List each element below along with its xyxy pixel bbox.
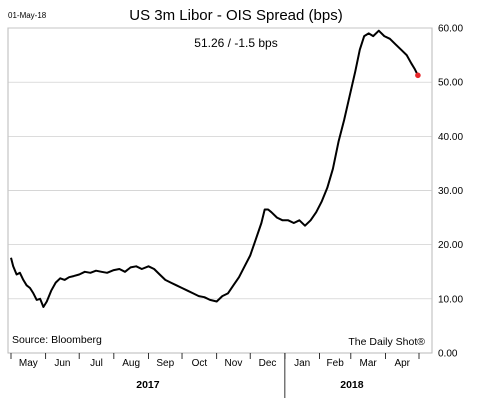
y-axis-ticks: 0.00 10.00 20.00 30.00 40.00 50.00 60.00 [438, 24, 463, 360]
last-value-marker [415, 72, 421, 79]
date-stamp: 01-May-18 [8, 11, 47, 20]
gridlines [8, 27, 432, 300]
x-tick-label: Aug [122, 358, 140, 369]
x-tick-label: Jun [54, 358, 70, 369]
x-tick-label: Oct [192, 358, 208, 369]
source-note: Source: Bloomberg [12, 334, 102, 346]
y-tick-label: 0.00 [438, 349, 458, 360]
x-tick-label: Jan [294, 358, 310, 369]
x-tick-label: Jul [90, 358, 103, 369]
x-axis: May Jun Jul Aug Sep Oct Nov Dec Jan Feb Mar Apr [10, 353, 420, 398]
chart-title: US 3m Libor - OIS Spread (bps) [129, 7, 342, 24]
y-tick-label: 30.00 [438, 186, 463, 197]
y-tick-label: 60.00 [438, 24, 463, 35]
x-tick-label: Mar [360, 358, 378, 369]
x-tick-label: Dec [259, 358, 277, 369]
x-tick-label: Nov [225, 358, 243, 369]
x-tick-label: Sep [156, 358, 174, 369]
y-tick-label: 40.00 [438, 132, 463, 143]
year-labels: 2017 2018 [136, 379, 364, 391]
chart-subtitle: 51.26 / -1.5 bps [194, 36, 277, 50]
y-tick-label: 10.00 [438, 294, 463, 305]
x-tick-label: May [19, 358, 38, 369]
y-tick-label: 20.00 [438, 240, 463, 251]
series-line [10, 29, 419, 308]
year-label: 2017 [136, 379, 160, 391]
y-tick-label: 50.00 [438, 78, 463, 89]
year-label: 2018 [340, 379, 364, 391]
brand-label: The Daily Shot® [348, 336, 425, 348]
x-tick-label: Feb [327, 358, 345, 369]
x-tick-label: Apr [394, 358, 410, 369]
